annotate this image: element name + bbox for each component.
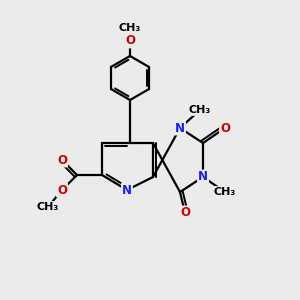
Text: CH₃: CH₃ (119, 23, 141, 33)
Text: O: O (57, 154, 67, 166)
Text: O: O (220, 122, 230, 134)
Text: N: N (175, 122, 185, 134)
Text: CH₃: CH₃ (189, 105, 211, 115)
Text: N: N (122, 184, 132, 196)
Text: CH₃: CH₃ (37, 202, 59, 212)
Text: CH₃: CH₃ (214, 187, 236, 197)
Text: N: N (198, 170, 208, 184)
Text: O: O (57, 184, 67, 196)
Text: O: O (125, 34, 135, 47)
Text: O: O (180, 206, 190, 220)
